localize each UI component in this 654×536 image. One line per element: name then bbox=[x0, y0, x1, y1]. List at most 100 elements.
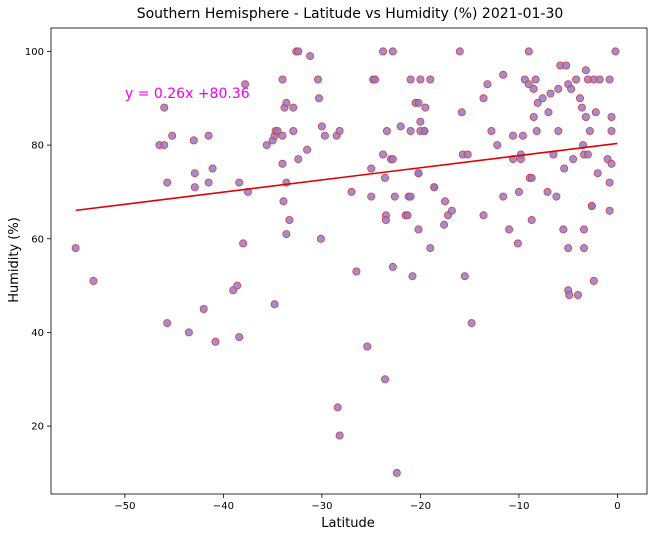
regression-equation: y = 0.26x +80.36 bbox=[125, 86, 250, 102]
data-point bbox=[199, 304, 208, 313]
data-point bbox=[580, 225, 589, 234]
data-point bbox=[552, 192, 561, 201]
data-point bbox=[160, 141, 169, 150]
data-point bbox=[204, 131, 213, 140]
data-point bbox=[421, 103, 430, 112]
data-point bbox=[278, 75, 287, 84]
data-point bbox=[163, 319, 172, 328]
data-point bbox=[333, 403, 342, 412]
data-point bbox=[518, 131, 527, 140]
y-tick-label: 60 bbox=[31, 234, 44, 245]
data-point bbox=[406, 75, 415, 84]
data-point bbox=[587, 201, 596, 210]
data-point bbox=[426, 75, 435, 84]
data-point bbox=[396, 122, 405, 131]
data-point bbox=[71, 244, 80, 253]
data-point bbox=[303, 145, 312, 154]
data-point bbox=[211, 337, 220, 346]
x-tick-label: −10 bbox=[508, 501, 529, 512]
data-point bbox=[565, 290, 574, 299]
y-tick-label: 40 bbox=[31, 328, 44, 339]
data-point bbox=[189, 136, 198, 145]
data-point bbox=[388, 47, 397, 56]
data-point bbox=[289, 127, 298, 136]
data-point bbox=[241, 80, 250, 89]
data-point bbox=[564, 244, 573, 253]
data-point bbox=[532, 127, 541, 136]
data-point bbox=[89, 276, 98, 285]
data-point bbox=[580, 244, 589, 253]
data-point bbox=[569, 155, 578, 164]
data-point bbox=[581, 66, 590, 75]
data-point bbox=[460, 272, 469, 281]
data-point bbox=[380, 173, 389, 182]
data-point bbox=[505, 225, 514, 234]
data-point bbox=[546, 89, 555, 98]
data-point bbox=[278, 159, 287, 168]
x-axis-ticks: −50 −40 −30 −20 −10 0 bbox=[114, 494, 621, 512]
data-point bbox=[467, 319, 476, 328]
data-point bbox=[583, 150, 592, 159]
data-point bbox=[527, 215, 536, 224]
data-point bbox=[168, 131, 177, 140]
data-point bbox=[560, 164, 569, 173]
data-point bbox=[479, 211, 488, 220]
y-axis-ticks: 20 40 60 80 100 bbox=[25, 47, 51, 433]
data-point bbox=[235, 333, 244, 342]
regression-line bbox=[75, 142, 618, 212]
data-point bbox=[352, 267, 361, 276]
data-point bbox=[493, 141, 502, 150]
data-point bbox=[388, 262, 397, 271]
data-point bbox=[544, 108, 553, 117]
data-point bbox=[414, 98, 423, 107]
data-point bbox=[317, 122, 326, 131]
y-tick-label: 100 bbox=[25, 47, 44, 58]
data-point bbox=[593, 169, 602, 178]
data-point bbox=[406, 192, 415, 201]
data-point bbox=[455, 47, 464, 56]
data-point bbox=[289, 103, 298, 112]
data-point bbox=[440, 220, 449, 229]
data-point bbox=[416, 117, 425, 126]
data-point bbox=[508, 131, 517, 140]
data-point bbox=[499, 70, 508, 79]
data-point bbox=[278, 131, 287, 140]
data-point bbox=[335, 127, 344, 136]
data-point bbox=[585, 127, 594, 136]
data-point bbox=[239, 239, 248, 248]
data-point bbox=[270, 300, 279, 309]
data-point bbox=[426, 244, 435, 253]
data-point bbox=[392, 468, 401, 477]
data-point bbox=[282, 230, 291, 239]
data-point bbox=[380, 375, 389, 384]
data-point bbox=[559, 225, 568, 234]
data-point bbox=[576, 94, 585, 103]
data-point bbox=[190, 169, 199, 178]
data-point bbox=[204, 178, 213, 187]
data-point bbox=[529, 113, 538, 122]
data-point bbox=[363, 342, 372, 351]
data-point bbox=[543, 187, 552, 196]
data-point bbox=[420, 127, 429, 136]
data-point bbox=[378, 150, 387, 159]
data-point bbox=[294, 155, 303, 164]
chart-title: Southern Hemisphere - Latitude vs Humidi… bbox=[137, 6, 564, 22]
data-point bbox=[430, 183, 439, 192]
data-point bbox=[314, 94, 323, 103]
data-point bbox=[457, 108, 466, 117]
data-point bbox=[184, 328, 193, 337]
data-point bbox=[591, 108, 600, 117]
data-point bbox=[416, 75, 425, 84]
data-point bbox=[524, 47, 533, 56]
y-tick-label: 20 bbox=[31, 422, 44, 433]
data-point bbox=[514, 187, 523, 196]
data-point bbox=[262, 141, 271, 150]
data-point bbox=[605, 206, 614, 215]
data-point bbox=[381, 215, 390, 224]
data-point bbox=[306, 52, 315, 61]
x-tick-label: −40 bbox=[213, 501, 234, 512]
plot-frame bbox=[50, 27, 648, 495]
data-point bbox=[233, 281, 242, 290]
data-point bbox=[487, 127, 496, 136]
